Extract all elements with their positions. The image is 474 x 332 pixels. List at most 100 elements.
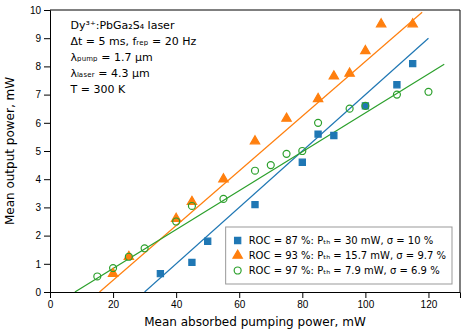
axis-line bbox=[51, 293, 461, 299]
tick: 5 bbox=[35, 146, 50, 157]
tick-mark bbox=[44, 264, 50, 265]
point bbox=[394, 82, 400, 88]
tick-mark bbox=[302, 292, 303, 298]
tick-mark bbox=[44, 179, 50, 180]
tick-label: 3 bbox=[35, 202, 41, 213]
point bbox=[124, 251, 133, 259]
frame bbox=[460, 10, 461, 292]
tick: 0 bbox=[35, 287, 50, 298]
tick: 3 bbox=[35, 202, 50, 213]
annotation-line: Dy³⁺:PbGa₂S₄ laser bbox=[71, 19, 175, 32]
annotation-line: λₗₐₛₑᵣ = 4.3 μm bbox=[71, 67, 150, 80]
tick: 9 bbox=[35, 33, 50, 44]
point bbox=[362, 103, 368, 109]
annotation-line: Δt = 5 ms, fᵣₑₚ = 20 Hz bbox=[71, 35, 197, 48]
tick-label: 4 bbox=[35, 174, 41, 185]
tick: 2 bbox=[35, 230, 50, 241]
tick: 40 bbox=[171, 292, 183, 310]
point bbox=[189, 259, 195, 265]
tick: 4 bbox=[35, 174, 50, 185]
tick-label: 7 bbox=[35, 89, 41, 100]
tick-label: 60 bbox=[234, 299, 246, 310]
chart-area: 0 20 40 60 80 100 120 0 1 2 3 4 5 6 7 8 9 10 Dy³⁺:PbGa₂S₄ … bbox=[30, 5, 461, 310]
tick-mark bbox=[365, 292, 366, 298]
legend-item: ROC = 93 %: Pₜₕ = 15.7 mW, σ = 9.7 % bbox=[233, 250, 446, 261]
point bbox=[188, 203, 195, 210]
tick-label: 5 bbox=[35, 146, 41, 157]
tick: 60 bbox=[234, 292, 246, 310]
point bbox=[329, 71, 338, 79]
chart-container: 0 20 40 60 80 100 120 0 1 2 3 4 5 6 7 8 9 10 Dy³⁺:PbGa₂S₄ … bbox=[0, 0, 474, 332]
point bbox=[362, 102, 369, 109]
legend-label: ROC = 97 %: Pₜₕ = 7.9 mW, σ = 6.9 % bbox=[249, 265, 440, 276]
point bbox=[346, 105, 353, 112]
y-axis-title: Mean output power, mW bbox=[3, 77, 17, 225]
point bbox=[393, 91, 400, 98]
tick-label: 1 bbox=[35, 259, 41, 270]
legend-symbol bbox=[234, 267, 241, 274]
point bbox=[141, 245, 148, 252]
tick-label: 6 bbox=[35, 118, 41, 129]
tick-label: 120 bbox=[421, 299, 438, 310]
tick-mark bbox=[44, 236, 50, 237]
tick-label: 9 bbox=[35, 33, 41, 44]
point bbox=[250, 136, 259, 144]
tick-label: 0 bbox=[35, 287, 41, 298]
annotation-line: T = 300 K bbox=[70, 83, 126, 96]
tick-mark bbox=[44, 66, 50, 67]
tick-mark bbox=[44, 207, 50, 208]
point bbox=[219, 174, 228, 182]
point bbox=[315, 119, 322, 126]
tick: 1 bbox=[35, 259, 50, 270]
point bbox=[299, 148, 306, 155]
annotation: Dy³⁺:PbGa₂S₄ laser Δt = 5 ms, fᵣₑₚ = 20 H… bbox=[70, 19, 197, 96]
legend-label: ROC = 93 %: Pₜₕ = 15.7 mW, σ = 9.7 % bbox=[249, 250, 446, 261]
tick-label: 100 bbox=[358, 299, 375, 310]
point bbox=[361, 45, 370, 53]
legend-symbol bbox=[235, 237, 241, 243]
x-axis-title: Mean absorbed pumping power, mW bbox=[144, 315, 366, 329]
y-axis: 0 1 2 3 4 5 6 7 8 9 10 bbox=[30, 5, 51, 298]
point bbox=[315, 131, 321, 137]
point bbox=[94, 273, 101, 280]
tick-label: 20 bbox=[108, 299, 120, 310]
point bbox=[299, 159, 305, 165]
tick-mark bbox=[428, 292, 429, 298]
point bbox=[331, 132, 337, 138]
point bbox=[267, 162, 274, 169]
tick: 6 bbox=[35, 118, 50, 129]
annotation-line: λₚᵤₘₚ = 1.7 μm bbox=[71, 51, 153, 64]
x-axis: 0 20 40 60 80 100 120 bbox=[48, 292, 461, 310]
tick-label: 0 bbox=[48, 299, 54, 310]
tick-mark bbox=[44, 95, 50, 96]
tick: 10 bbox=[30, 5, 50, 16]
tick: 100 bbox=[358, 292, 375, 310]
tick-label: 80 bbox=[297, 299, 309, 310]
tick-mark bbox=[44, 292, 50, 293]
tick-mark bbox=[44, 123, 50, 124]
point bbox=[376, 19, 385, 27]
point bbox=[205, 238, 211, 244]
point bbox=[173, 218, 180, 225]
legend-item: ROC = 87 %: Pₜₕ = 30 mW, σ = 10 % bbox=[235, 235, 434, 246]
legend-item: ROC = 97 %: Pₜₕ = 7.9 mW, σ = 6.9 % bbox=[234, 265, 439, 276]
point bbox=[125, 253, 132, 260]
tick: 8 bbox=[35, 61, 50, 72]
tick-label: 8 bbox=[35, 61, 41, 72]
legend-label: ROC = 87 %: Pₜₕ = 30 mW, σ = 10 % bbox=[249, 235, 434, 246]
tick-mark bbox=[176, 292, 177, 298]
tick-label: 2 bbox=[35, 230, 41, 241]
tick-mark bbox=[239, 292, 240, 298]
axis-line bbox=[44, 11, 51, 293]
point bbox=[187, 196, 196, 204]
tick-label: 10 bbox=[30, 5, 42, 16]
legend: ROC = 87 %: Pₜₕ = 30 mW, σ = 10 % ROC = 9… bbox=[226, 227, 452, 284]
tick-mark bbox=[44, 151, 50, 152]
tick: 120 bbox=[421, 292, 438, 310]
point bbox=[110, 265, 117, 272]
frame bbox=[50, 10, 460, 11]
tick: 0 bbox=[48, 292, 54, 310]
point bbox=[283, 150, 290, 157]
point bbox=[157, 271, 163, 277]
legend-box bbox=[226, 227, 452, 284]
